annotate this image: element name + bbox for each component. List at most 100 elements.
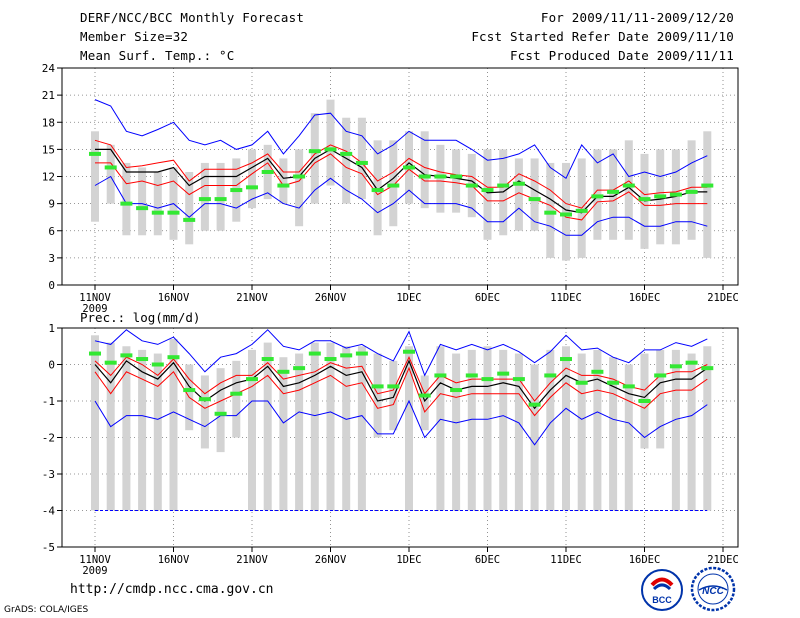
source-url[interactable]: http://cmdp.ncc.cma.gov.cn bbox=[70, 582, 274, 597]
ncc-logo-text: NCC bbox=[702, 586, 724, 597]
temp-observed-mark bbox=[136, 206, 149, 211]
prec-spread-bar bbox=[232, 360, 241, 438]
temp-spread-bar bbox=[216, 162, 225, 231]
temp-xtick-label: 1DEC bbox=[396, 292, 421, 304]
prec-spread-bar bbox=[609, 357, 618, 511]
temp-observed-mark bbox=[638, 197, 651, 202]
prec-spread-bar bbox=[122, 346, 131, 511]
chart-title: DERF/NCC/BCC Monthly Forecast bbox=[80, 10, 305, 25]
prec-ytick-label: -1 bbox=[42, 395, 55, 408]
temp-observed-mark bbox=[340, 151, 353, 156]
temp-observed-mark bbox=[575, 208, 588, 213]
temp-spread-bar bbox=[389, 140, 398, 227]
temp-ytick-label: 18 bbox=[42, 116, 55, 129]
temp-spread-bar bbox=[153, 171, 162, 236]
temp-spread-bar bbox=[326, 99, 335, 186]
prec-observed-mark bbox=[591, 369, 604, 374]
prec-observed-mark bbox=[560, 357, 572, 362]
prec-ytick-label: 0 bbox=[48, 359, 55, 372]
prec-ytick-label: -4 bbox=[42, 505, 56, 518]
temp-ytick-label: 24 bbox=[42, 62, 56, 75]
temp-observed-mark bbox=[701, 183, 714, 188]
temp-spread-bar bbox=[703, 131, 712, 258]
temp-observed-mark bbox=[669, 192, 682, 197]
temp-xtick-label: 11NOV bbox=[79, 292, 111, 304]
prec-spread-bar bbox=[279, 357, 288, 511]
prec-observed-mark bbox=[403, 349, 415, 354]
produced-date: Fcst Produced Date 2009/11/11 bbox=[509, 48, 734, 63]
temp-spread-bar bbox=[342, 117, 351, 204]
temp-mean-plus-std-line bbox=[94, 139, 708, 209]
temp-observed-mark bbox=[355, 160, 368, 165]
temp-spread-bar bbox=[609, 149, 618, 240]
temp-xtick-label: 26NOV bbox=[315, 292, 347, 304]
temp-spread-bar bbox=[200, 162, 209, 231]
temp-spread-bar bbox=[357, 117, 366, 200]
temp-mean-line bbox=[95, 148, 708, 214]
prec-spread-bar bbox=[577, 353, 586, 511]
ncc-logo: NCC bbox=[690, 566, 736, 612]
prec-spread-bar bbox=[467, 349, 476, 511]
prec-observed-mark bbox=[293, 366, 306, 371]
prec-observed-mark bbox=[214, 411, 227, 416]
temp-observed-mark bbox=[198, 197, 211, 202]
temp-spread-bar bbox=[138, 167, 147, 236]
temp-spread-bar bbox=[546, 162, 555, 258]
temp-ytick-label: 6 bbox=[48, 225, 55, 238]
prec-spread-bar bbox=[138, 349, 147, 511]
temp-observed-mark bbox=[324, 147, 337, 152]
prec-observed-mark bbox=[167, 355, 180, 360]
temp-mean-minus-std-line bbox=[95, 153, 708, 221]
temp-ytick-label: 9 bbox=[48, 198, 55, 211]
prec-observed-mark bbox=[230, 391, 243, 396]
prec-spread-bar bbox=[295, 353, 304, 511]
temp-spread-bar bbox=[624, 140, 633, 240]
prec-mean-minus-std-line bbox=[94, 366, 708, 417]
temp-xtick-label: 11DEC bbox=[550, 292, 582, 304]
temp-xtick-label: 21DEC bbox=[707, 292, 739, 304]
temp-observed-mark bbox=[512, 181, 525, 186]
prec-observed-mark bbox=[465, 373, 478, 378]
prec-observed-mark bbox=[89, 351, 101, 356]
prec-observed-mark bbox=[434, 373, 447, 378]
prec-spread-bar bbox=[530, 364, 539, 511]
prec-xtick-label: 1DEC bbox=[396, 554, 421, 566]
temp-xtick-label: 16NOV bbox=[158, 292, 190, 304]
temp-observed-mark bbox=[450, 174, 463, 179]
prec-observed-mark bbox=[246, 377, 258, 382]
prec-observed-mark bbox=[638, 399, 651, 403]
temp-spread-bar bbox=[248, 149, 256, 209]
temp-ytick-label: 3 bbox=[48, 252, 55, 265]
prec-observed-mark bbox=[497, 371, 510, 376]
prec-spread-bar bbox=[248, 349, 256, 511]
temp-ytick-label: 21 bbox=[42, 89, 55, 102]
prec-xtick-label: 21NOV bbox=[236, 554, 268, 566]
prec-spread-bar bbox=[373, 353, 382, 438]
prec-spread-bar bbox=[452, 353, 461, 511]
prec-observed-mark bbox=[544, 373, 557, 378]
prec-observed-mark bbox=[450, 388, 463, 393]
prec-observed-mark bbox=[198, 397, 211, 402]
temp-observed-mark bbox=[308, 149, 321, 154]
temp-observed-mark bbox=[104, 165, 117, 170]
temp-frame bbox=[61, 67, 739, 286]
temp-observed-mark bbox=[246, 185, 258, 190]
temp-observed-mark bbox=[167, 210, 180, 215]
temp-observed-mark bbox=[151, 210, 164, 215]
prec-observed-mark bbox=[151, 362, 164, 367]
temp-observed-mark bbox=[261, 169, 274, 174]
refer-date: Fcst Started Refer Date 2009/11/10 bbox=[471, 29, 734, 44]
temp-observed-mark bbox=[544, 210, 557, 215]
prec-xtick-label: 16NOV bbox=[158, 554, 190, 566]
prec-max-line bbox=[94, 329, 708, 377]
temp-spread-bar bbox=[279, 158, 288, 204]
prec-spread-bar bbox=[389, 360, 398, 431]
temp-observed-mark bbox=[465, 183, 478, 188]
prec-xtick-label: 11NOV bbox=[79, 554, 111, 566]
temp-observed-mark bbox=[607, 189, 620, 194]
temp-spread-bar bbox=[106, 144, 115, 204]
temp-observed-mark bbox=[387, 183, 400, 188]
forecast-period: For 2009/11/11-2009/12/20 bbox=[540, 10, 734, 25]
prec-observed-mark bbox=[104, 360, 117, 365]
